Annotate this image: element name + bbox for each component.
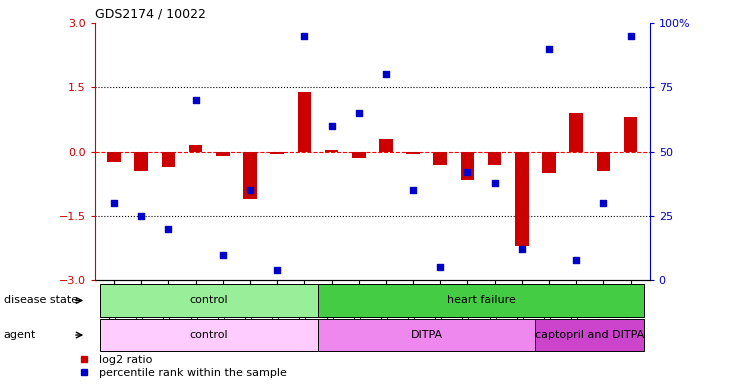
Point [135, 213, 147, 219]
Bar [107, 152, 120, 162]
Bar [243, 152, 257, 199]
Point [434, 264, 446, 270]
Point [217, 252, 228, 258]
Text: disease state: disease state [4, 295, 78, 306]
Point [570, 257, 582, 263]
Point [461, 169, 473, 175]
Bar [318, 319, 536, 351]
Point [326, 123, 337, 129]
Bar [134, 152, 148, 171]
Bar [298, 92, 311, 152]
Point [272, 267, 283, 273]
Bar [379, 139, 393, 152]
Text: GDS2174 / 10022: GDS2174 / 10022 [95, 7, 206, 20]
Text: captopril and DITPA: captopril and DITPA [535, 330, 645, 340]
Text: agent: agent [4, 330, 36, 340]
Point [353, 110, 364, 116]
Bar [488, 152, 502, 165]
Point [299, 33, 310, 39]
Bar [352, 152, 366, 158]
Bar [270, 152, 284, 154]
Point [407, 187, 419, 194]
Bar [100, 284, 318, 317]
Bar [542, 152, 556, 173]
Bar [434, 152, 447, 165]
Point [489, 179, 501, 185]
Bar [189, 145, 202, 152]
Legend: log2 ratio, percentile rank within the sample: log2 ratio, percentile rank within the s… [79, 355, 286, 379]
Bar [515, 152, 529, 246]
Point [543, 46, 555, 52]
Bar [216, 152, 229, 156]
Point [244, 187, 256, 194]
Point [598, 200, 610, 206]
Point [625, 33, 637, 39]
Text: control: control [190, 295, 228, 306]
Point [516, 247, 528, 253]
Bar [596, 152, 610, 171]
Text: heart failure: heart failure [447, 295, 515, 306]
Point [190, 97, 201, 103]
Text: control: control [190, 330, 228, 340]
Bar [536, 319, 645, 351]
Bar [318, 284, 645, 317]
Bar [100, 319, 318, 351]
Point [163, 226, 174, 232]
Bar [569, 113, 583, 152]
Bar [624, 118, 637, 152]
Point [380, 71, 392, 78]
Text: DITPA: DITPA [411, 330, 443, 340]
Bar [325, 149, 338, 152]
Bar [461, 152, 474, 180]
Point [108, 200, 120, 206]
Bar [161, 152, 175, 167]
Bar [407, 152, 420, 154]
